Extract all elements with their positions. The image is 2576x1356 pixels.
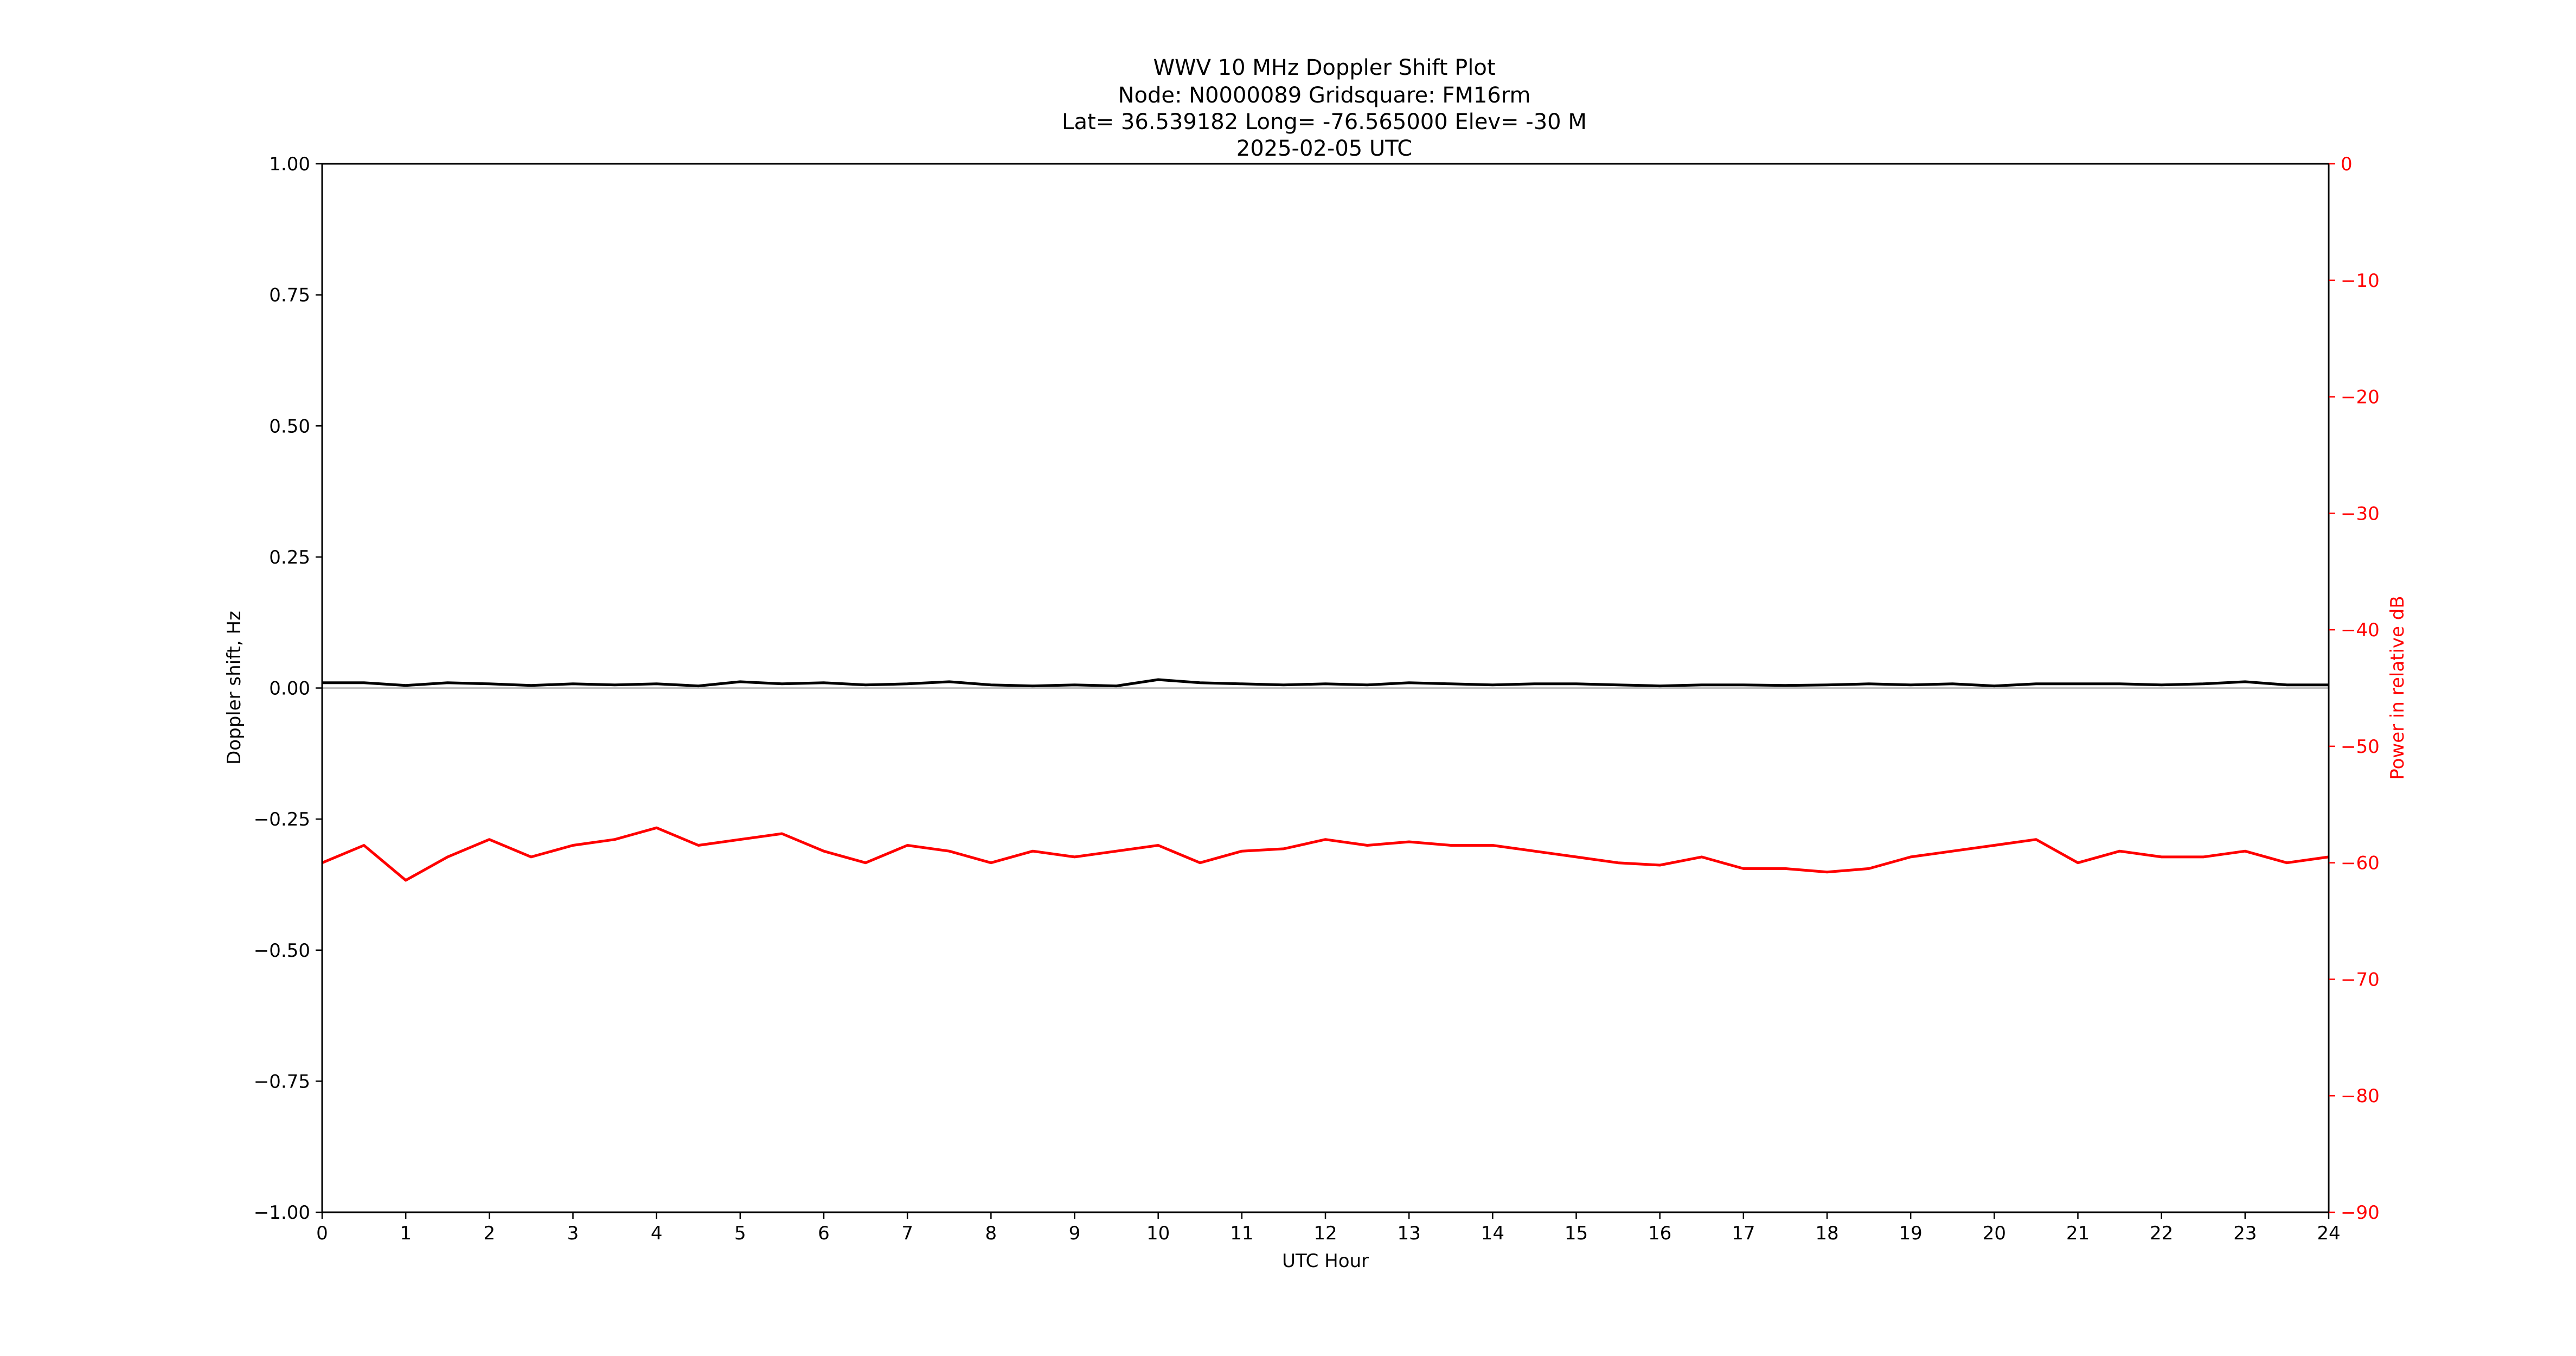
title-line-1: WWV 10 MHz Doppler Shift Plot <box>1153 55 1495 80</box>
x-tick-label: 16 <box>1648 1223 1671 1244</box>
y-right-tick-label: −70 <box>2341 969 2380 990</box>
title-line-4: 2025-02-05 UTC <box>1236 136 1412 161</box>
y-axis-right: 0 −10 −20 −30 −40 −50 −60 −70 −80 −90 <box>2329 153 2380 1224</box>
x-tick-label: 3 <box>567 1223 579 1244</box>
y-right-tick-label: −50 <box>2341 736 2380 758</box>
x-tick-label: 22 <box>2150 1223 2173 1244</box>
x-tick-label: 9 <box>1069 1223 1081 1244</box>
y-axis-left: 1.00 0.75 0.50 0.25 0.00 −0.25 −0.50 −0.75 −1.00 <box>254 153 322 1224</box>
x-tick-label: 14 <box>1481 1223 1504 1244</box>
series-layer <box>322 678 2329 882</box>
x-tick-label: 4 <box>651 1223 663 1244</box>
y-left-tick-label: −0.50 <box>254 940 310 962</box>
x-tick-label: 7 <box>901 1223 913 1244</box>
x-tick-label: 12 <box>1313 1223 1337 1244</box>
y-left-tick-label: 0.00 <box>269 678 310 700</box>
doppler-series-line <box>322 678 2329 688</box>
title-line-3: Lat= 36.539182 Long= -76.565000 Elev= -3… <box>1062 110 1587 135</box>
y-left-tick-label: 0.25 <box>269 547 310 568</box>
y-axis-left-label: Doppler shift, Hz <box>223 611 245 765</box>
x-tick-label: 11 <box>1230 1223 1253 1244</box>
x-tick-label: 23 <box>2233 1223 2257 1244</box>
y-right-tick-label: 0 <box>2341 153 2353 175</box>
y-left-tick-label: 1.00 <box>269 153 310 175</box>
y-left-tick-label: 0.50 <box>269 415 310 437</box>
y-right-tick-label: −10 <box>2341 270 2380 292</box>
x-tick-label: 5 <box>734 1223 746 1244</box>
x-tick-label: 20 <box>1983 1223 2006 1244</box>
x-tick-label: 10 <box>1146 1223 1170 1244</box>
x-tick-label: 21 <box>2066 1223 2090 1244</box>
y-right-tick-label: −30 <box>2341 503 2380 525</box>
x-axis: 0 1 2 3 4 5 6 7 8 9 10 11 12 13 14 15 16 17 18 19 20 21 22 23 24 <box>316 1212 2341 1244</box>
y-right-tick-label: −40 <box>2341 619 2380 641</box>
x-tick-label: 13 <box>1398 1223 1421 1244</box>
x-tick-label: 8 <box>985 1223 997 1244</box>
power-series-line <box>322 826 2329 882</box>
y-left-tick-label: −0.75 <box>254 1071 310 1092</box>
chart-title: WWV 10 MHz Doppler Shift Plot Node: N000… <box>1062 55 1587 161</box>
y-right-tick-label: −90 <box>2341 1202 2380 1224</box>
x-tick-label: 1 <box>400 1223 412 1244</box>
x-tick-label: 0 <box>316 1223 328 1244</box>
y-axis-right-label: Power in relative dB <box>2387 596 2408 779</box>
y-left-tick-label: −0.25 <box>254 809 310 830</box>
title-line-2: Node: N0000089 Gridsquare: FM16rm <box>1118 83 1531 108</box>
x-tick-label: 6 <box>818 1223 830 1244</box>
x-axis-label: UTC Hour <box>1282 1250 1369 1272</box>
x-tick-label: 24 <box>2317 1223 2340 1244</box>
x-tick-label: 17 <box>1732 1223 1755 1244</box>
y-left-tick-label: −1.00 <box>254 1202 310 1224</box>
x-tick-label: 15 <box>1565 1223 1588 1244</box>
y-left-tick-label: 0.75 <box>269 285 310 306</box>
y-right-tick-label: −60 <box>2341 853 2380 874</box>
x-tick-label: 18 <box>1815 1223 1838 1244</box>
x-tick-label: 2 <box>484 1223 496 1244</box>
y-right-tick-label: −20 <box>2341 387 2380 408</box>
y-right-tick-label: −80 <box>2341 1085 2380 1107</box>
x-tick-label: 19 <box>1899 1223 1923 1244</box>
